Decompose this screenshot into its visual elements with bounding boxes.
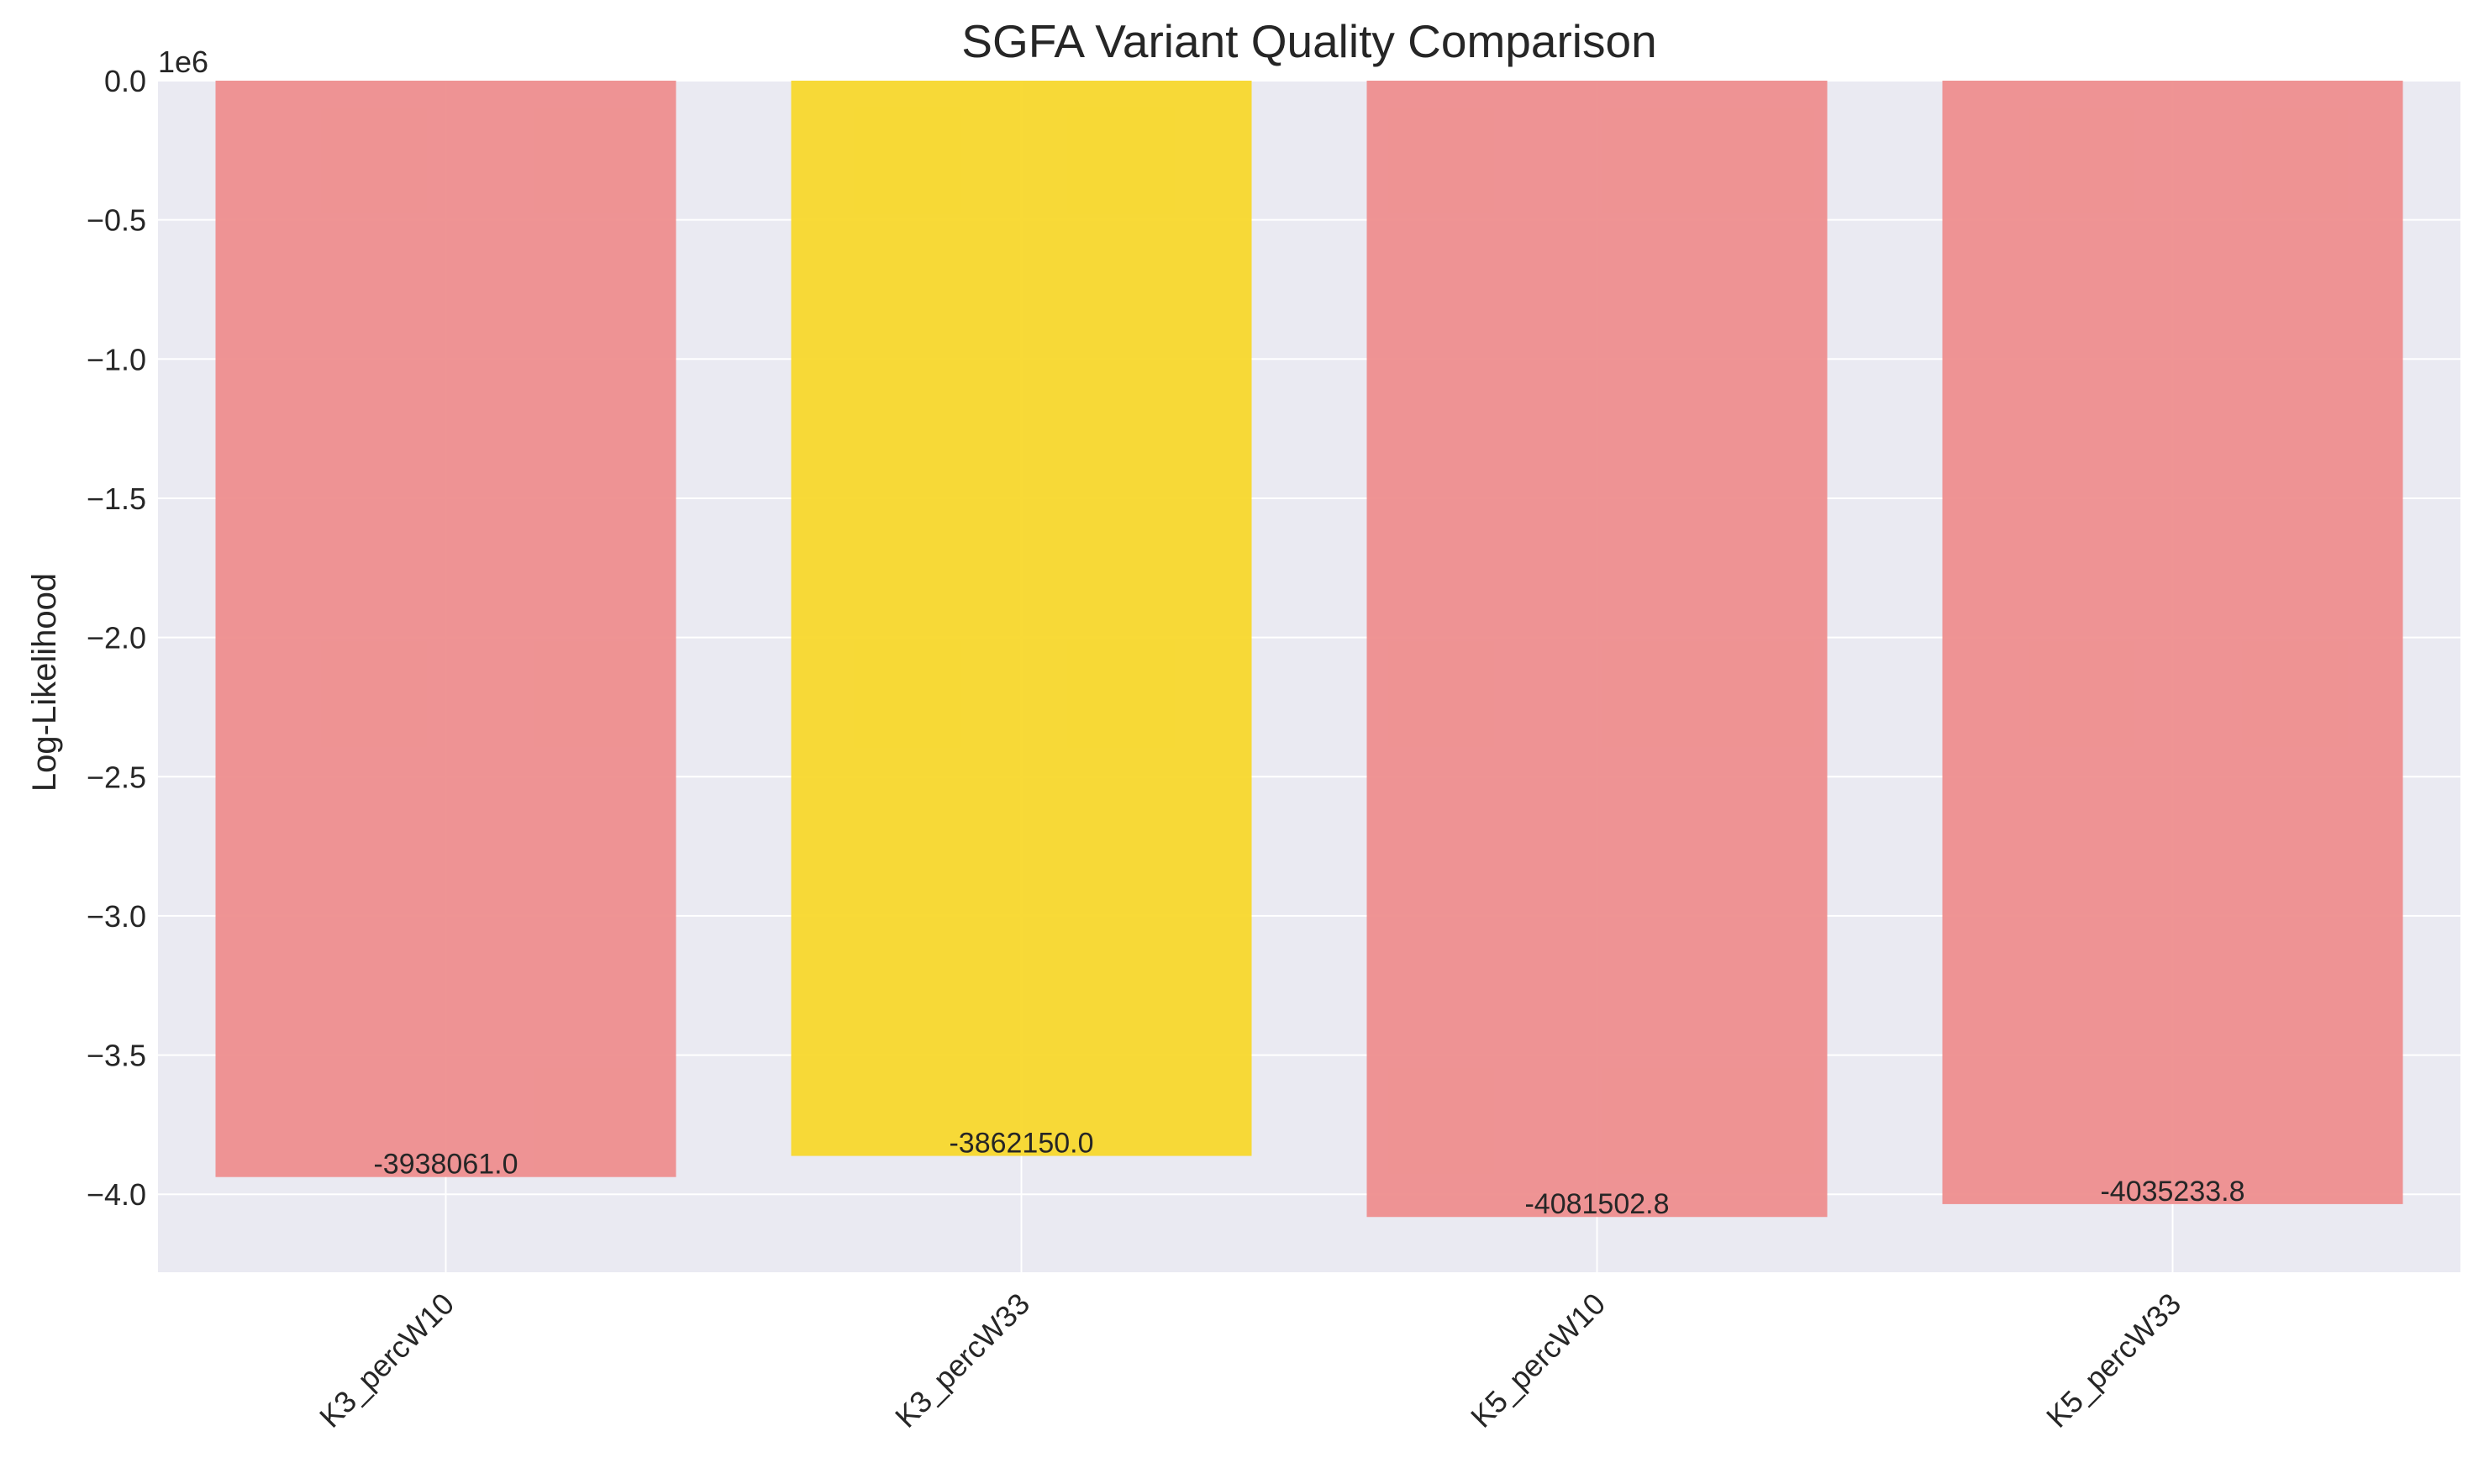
- x-axis-ticks: K3_percW10 K3_percW33 K5_percW10 K5_percW33: [313, 1287, 2187, 1434]
- bar-value-label: -3862150.0: [949, 1128, 1093, 1160]
- bar-value-label: -4081502.8: [1524, 1188, 1669, 1220]
- bar-k3-percw10: [215, 81, 676, 1177]
- y-axis-label: Log-Likelihood: [26, 573, 63, 792]
- y-tick-label: −2.0: [87, 621, 146, 655]
- bars: [215, 81, 2403, 1218]
- bar-k5-percw33: [1942, 81, 2403, 1204]
- x-tick-label: K5_percW10: [1464, 1287, 1612, 1434]
- y-axis-offset-text: 1e6: [158, 45, 208, 79]
- chart-title: SGFA Variant Quality Comparison: [961, 15, 1656, 67]
- bar-value-label: -3938061.0: [373, 1149, 518, 1181]
- y-tick-label: −3.0: [87, 899, 146, 934]
- bar-k5-percw10: [1366, 81, 1828, 1218]
- y-tick-label: −2.5: [87, 760, 146, 794]
- y-tick-label: −0.5: [87, 203, 146, 238]
- y-tick-label: −4.0: [87, 1177, 146, 1212]
- x-tick-label: K3_percW10: [313, 1287, 460, 1434]
- y-axis-ticks: 0.0 −0.5 −1.0 −1.5 −2.0 −2.5 −3.0 −3.5 −4.0: [87, 64, 146, 1212]
- x-tick-label: K3_percW33: [888, 1287, 1036, 1434]
- data-labels: -3938061.0 -3862150.0 -4081502.8 -4035233.8: [373, 1128, 2244, 1221]
- x-tick-label: K5_percW33: [2039, 1287, 2187, 1434]
- bar-k3-percw33: [791, 81, 1252, 1156]
- y-tick-label: −1.5: [87, 482, 146, 516]
- y-tick-label: −1.0: [87, 342, 146, 376]
- bar-value-label: -4035233.8: [2100, 1176, 2244, 1208]
- y-tick-label: 0.0: [104, 64, 146, 98]
- y-tick-label: −3.5: [87, 1039, 146, 1073]
